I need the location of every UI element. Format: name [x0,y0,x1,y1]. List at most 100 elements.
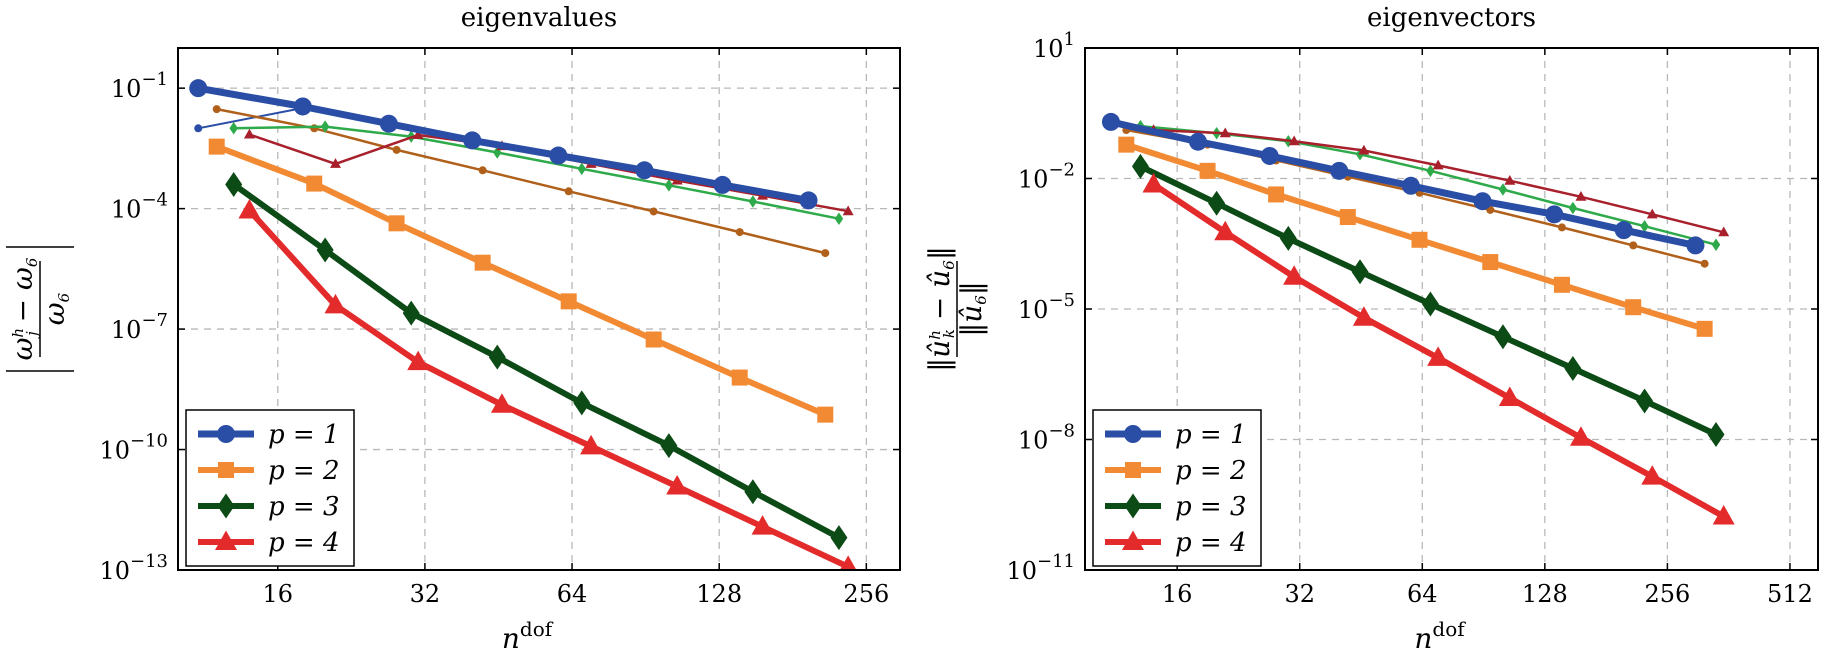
data-point [1707,422,1725,448]
data-point [1358,144,1370,155]
data-point [1686,236,1705,255]
data-point [1712,504,1735,525]
legend-item: p = 4 [198,528,340,558]
x-axis-label: ndof [1414,617,1466,654]
series-3 [1131,153,1725,448]
data-point [229,122,238,135]
series-1 [1101,112,1705,255]
data-point [1696,320,1713,337]
data-point [1553,276,1570,293]
data-point [208,138,225,155]
x-axis-label: ndof [502,617,554,654]
data-point [1473,192,1492,211]
series-3 [225,171,848,551]
data-point [1568,201,1578,215]
y-label-denominator: ‖û6‖ [955,281,990,337]
x-tick-label: 256 [843,580,889,608]
legend-label: p = 2 [268,456,340,486]
data-point [478,166,487,175]
data-point [1557,223,1566,232]
y-tick-label: 10−5 [1018,290,1075,324]
series-line [197,84,810,204]
data-point [1711,238,1721,251]
data-point [830,525,848,551]
data-point [1646,208,1658,219]
y-tick-label: 10−8 [1018,421,1075,455]
legend-item: p = 4 [1105,528,1247,558]
data-point [392,145,401,154]
series-4 [238,198,857,570]
data-point [1279,225,1297,251]
data-point [1339,209,1356,226]
data-point [243,128,255,139]
y-tick-label: 10−2 [1018,160,1075,194]
data-point [1260,146,1279,165]
data-point [1504,174,1516,185]
data-point [799,191,818,210]
y-label-denominator: ω6 [38,292,73,325]
legend-marker [1124,493,1142,519]
data-point [1351,259,1369,285]
legend-item: p = 2 [1105,456,1247,486]
series-line [247,208,850,570]
data-point [1569,426,1592,446]
data-point [1494,324,1512,350]
chart-2: 16 32 64 128 256 512 10−11 10−8 10−5 10−2 101 eigen… [923,3,1819,654]
data-point [1482,254,1499,271]
data-point [751,515,774,535]
data-point [666,475,689,495]
legend: p = 1 p = 2 p = 3 p = 4 [185,409,355,567]
y-tick-label: 10−1 [111,69,168,103]
data-point [821,249,830,258]
series-2 [1118,136,1713,337]
data-point [1288,135,1300,146]
data-point [1131,153,1149,179]
x-tick-label: 256 [1644,580,1690,608]
legend-label: p = 3 [1175,492,1247,522]
chart-1: 16 32 64 128 256 10−13 10−10 10−7 10−4 10−1 eigenv… [6,3,901,654]
legend-marker [217,493,235,519]
plot-area [189,79,857,570]
data-point [1330,161,1349,180]
data-point [1421,291,1439,317]
legend-label: p = 1 [268,420,340,450]
chart-title: eigenvalues [461,3,617,33]
x-tick-label: 128 [696,580,742,608]
data-point [1629,241,1638,250]
data-point [1498,386,1521,406]
series-2 [208,138,834,423]
data-point [577,162,587,176]
series-line [231,181,841,541]
data-point [1432,159,1444,170]
y-tick-label: 10−11 [1006,551,1075,585]
data-point [573,390,591,416]
data-point [744,479,762,505]
data-point [1718,226,1730,237]
data-point [474,254,491,271]
x-tick-label: 32 [410,580,441,608]
data-point [316,237,334,263]
data-point [1188,132,1207,151]
x-tick-label: 16 [1162,580,1193,608]
data-point [1268,186,1285,203]
data-point [1614,221,1633,240]
y-tick-label: 10−13 [99,551,168,585]
data-point [324,293,347,314]
data-point [402,300,420,326]
data-point [580,434,603,455]
data-point [1142,172,1165,193]
legend-marker [1125,462,1141,478]
series-1 [189,79,818,210]
plot-frame [177,47,901,571]
plot-area [1101,112,1735,525]
legend-marker [1122,530,1144,550]
data-point [731,369,748,386]
chart-title: eigenvectors [1367,3,1536,33]
data-point [1208,190,1226,216]
data-point [1636,388,1654,414]
data-point [645,331,662,348]
data-point [388,215,405,232]
series-line [216,107,826,255]
series-4 [1142,172,1735,525]
